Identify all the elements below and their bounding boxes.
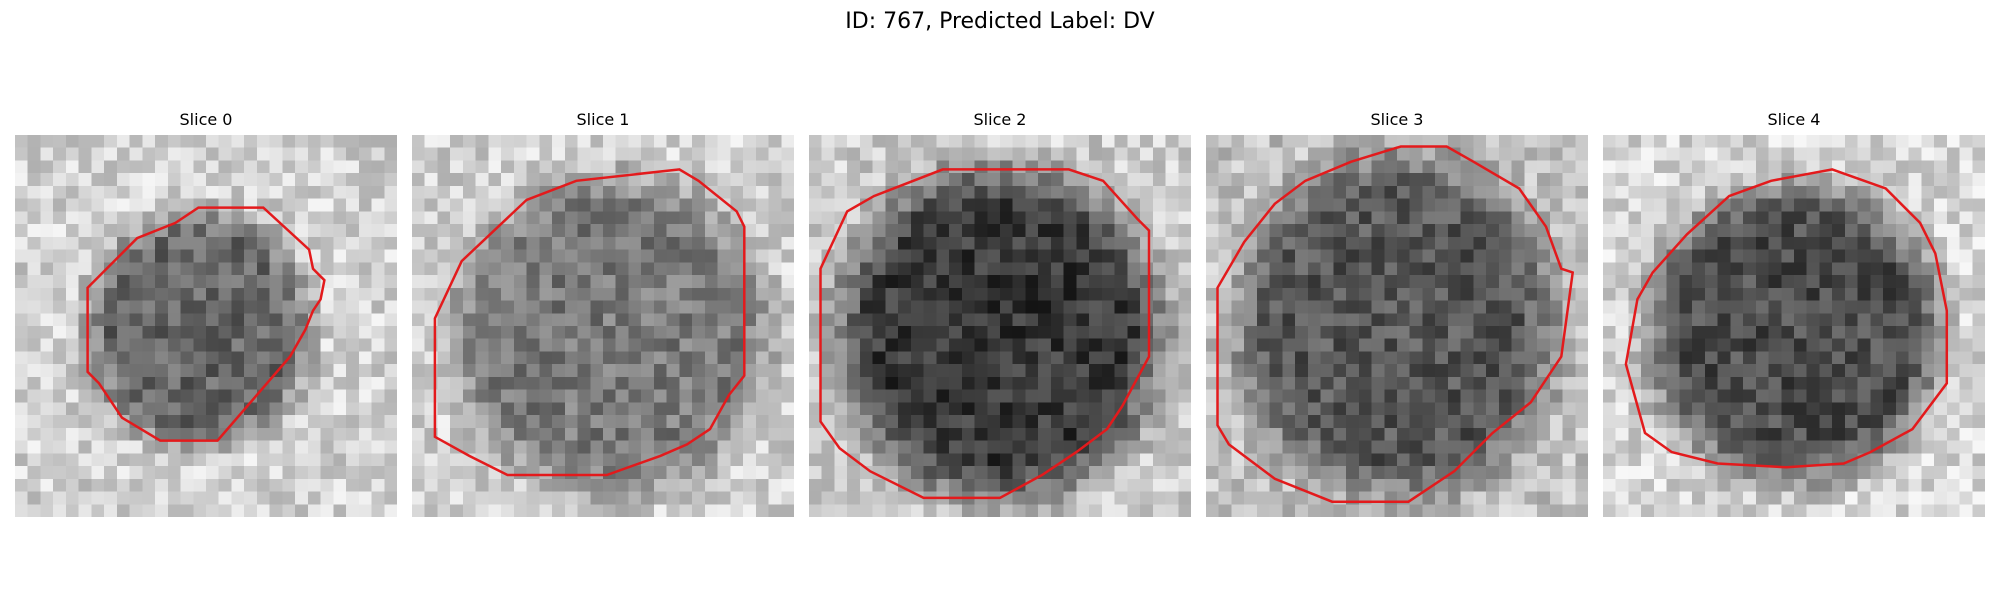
slice-svg <box>1206 135 1588 517</box>
slice-pixels <box>412 135 794 517</box>
slice-panel-1: Slice 1 <box>412 108 794 132</box>
slice-title: Slice 1 <box>412 108 794 132</box>
slice-svg <box>809 135 1191 517</box>
slice-pixels <box>15 135 397 517</box>
slice-image <box>15 135 397 517</box>
slice-panel-0: Slice 0 <box>15 108 397 132</box>
slice-title: Slice 3 <box>1206 108 1588 132</box>
figure-title: ID: 767, Predicted Label: DV <box>0 6 2000 38</box>
slice-svg <box>15 135 397 517</box>
slice-pixels <box>809 135 1191 517</box>
slice-svg <box>412 135 794 517</box>
slice-panel-2: Slice 2 <box>809 108 1191 132</box>
slice-panel-3: Slice 3 <box>1206 108 1588 132</box>
slice-pixels <box>1603 135 1985 517</box>
slice-pixels <box>1206 135 1588 517</box>
slice-image <box>1603 135 1985 517</box>
slice-title: Slice 2 <box>809 108 1191 132</box>
slice-image <box>412 135 794 517</box>
slice-image <box>809 135 1191 517</box>
slice-title: Slice 0 <box>15 108 397 132</box>
slice-svg <box>1603 135 1985 517</box>
slice-title: Slice 4 <box>1603 108 1985 132</box>
slice-image <box>1206 135 1588 517</box>
slice-panel-4: Slice 4 <box>1603 108 1985 132</box>
